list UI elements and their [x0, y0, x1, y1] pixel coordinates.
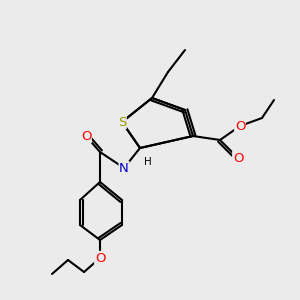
- Text: N: N: [119, 161, 129, 175]
- Text: O: O: [81, 130, 91, 142]
- Text: O: O: [233, 152, 243, 164]
- Text: O: O: [235, 119, 245, 133]
- Text: H: H: [144, 157, 152, 167]
- Text: S: S: [118, 116, 126, 128]
- Text: O: O: [95, 251, 105, 265]
